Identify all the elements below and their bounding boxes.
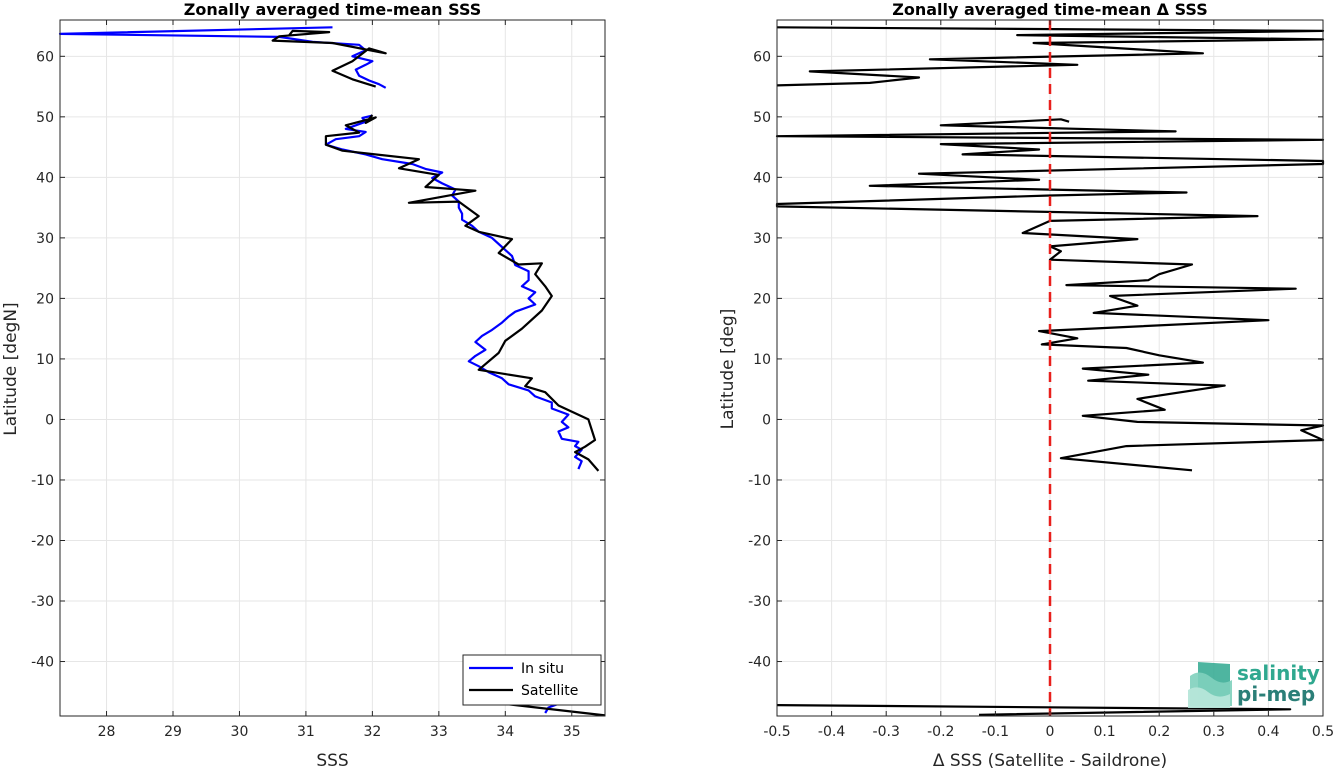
right-chart-title: Zonally averaged time-mean Δ SSS bbox=[892, 0, 1208, 19]
right-y-tick-label: -10 bbox=[748, 473, 771, 489]
left-x-tick-label: 28 bbox=[98, 724, 116, 740]
left-y-tick-label: 60 bbox=[36, 49, 54, 65]
right-tick-labels: -0.5 -0.4 -0.3 -0.2 -0.1 0 0.1 0.2 0.3 0.4 0.5 60 50… bbox=[748, 20, 1334, 740]
left-x-tick-label: 31 bbox=[297, 724, 315, 740]
right-y-tick-label: -30 bbox=[748, 594, 771, 610]
left-x-tick-label: 33 bbox=[430, 724, 448, 740]
legend-label-satellite: Satellite bbox=[521, 683, 578, 699]
logo-text-line2: pi-mep bbox=[1237, 682, 1315, 706]
right-y-tick-label: 20 bbox=[753, 291, 771, 307]
salinity-pi-mep-logo: salinity pi-mep bbox=[1188, 661, 1320, 708]
legend: In situ Satellite bbox=[462, 654, 602, 706]
right-y-tick-label: 0 bbox=[762, 412, 771, 428]
right-x-tick-label: 0.3 bbox=[1203, 724, 1225, 740]
left-x-axis-label: SSS bbox=[316, 751, 348, 769]
left-x-tick-label: 30 bbox=[231, 724, 249, 740]
left-x-tick-label: 32 bbox=[363, 724, 381, 740]
right-panel: -0.5 -0.4 -0.3 -0.2 -0.1 0 0.1 0.2 0.3 0.4 0.5 60 50… bbox=[718, 0, 1334, 769]
left-y-tick-label: -20 bbox=[31, 533, 54, 549]
right-y-tick-label: 30 bbox=[753, 231, 771, 247]
legend-box bbox=[462, 654, 602, 706]
left-x-tick-label: 29 bbox=[164, 724, 182, 740]
right-plot-area bbox=[775, 26, 1325, 716]
left-tick-labels: 28 29 30 31 32 33 34 35 60 50 40 30 20 10 0 -10 -20 -30 -4… bbox=[31, 20, 605, 740]
right-y-axis-label: Latitude [deg] bbox=[718, 309, 738, 430]
right-x-axis-label: Δ SSS (Satellite - Saildrone) bbox=[933, 751, 1167, 769]
left-series-satellite bbox=[271, 29, 606, 717]
right-x-tick-label: 0.4 bbox=[1257, 724, 1279, 740]
right-y-tick-label: 50 bbox=[753, 110, 771, 126]
left-x-tick-label: 34 bbox=[496, 724, 514, 740]
left-y-tick-label: -30 bbox=[31, 594, 54, 610]
right-x-tick-label: 0.2 bbox=[1148, 724, 1170, 740]
left-x-tick-label: 35 bbox=[563, 724, 581, 740]
legend-label-in-situ: In situ bbox=[521, 661, 564, 677]
wave-logo-icon bbox=[1188, 662, 1232, 708]
right-y-tick-label: 60 bbox=[753, 49, 771, 65]
right-x-tick-label: 0.1 bbox=[1093, 724, 1115, 740]
right-y-tick-label: -20 bbox=[748, 533, 771, 549]
right-x-tick-label: 0 bbox=[1046, 724, 1055, 740]
right-x-tick-label: -0.1 bbox=[982, 724, 1009, 740]
left-y-tick-label: 30 bbox=[36, 231, 54, 247]
right-x-tick-label: -0.2 bbox=[927, 724, 954, 740]
left-y-tick-label: 50 bbox=[36, 110, 54, 126]
right-series-delta-sss bbox=[775, 26, 1325, 716]
right-y-tick-label: -40 bbox=[748, 655, 771, 671]
left-panel: 28 29 30 31 32 33 34 35 60 50 40 30 20 10 0 -10 -20 -30 -4… bbox=[1, 0, 606, 769]
right-x-tick-label: -0.4 bbox=[818, 724, 845, 740]
left-grid bbox=[60, 20, 605, 716]
left-y-tick-label: -40 bbox=[31, 655, 54, 671]
right-y-tick-label: 10 bbox=[753, 352, 771, 368]
left-y-axis-label: Latitude [degN] bbox=[1, 302, 21, 435]
logo-text-line1: salinity bbox=[1237, 661, 1320, 685]
left-chart-title: Zonally averaged time-mean SSS bbox=[184, 0, 482, 19]
left-y-tick-label: 20 bbox=[36, 291, 54, 307]
right-x-tick-label: 0.5 bbox=[1312, 724, 1334, 740]
left-y-tick-label: -10 bbox=[31, 473, 54, 489]
left-y-tick-label: 10 bbox=[36, 352, 54, 368]
right-x-tick-label: -0.3 bbox=[873, 724, 900, 740]
right-y-tick-label: 40 bbox=[753, 170, 771, 186]
left-y-tick-label: 0 bbox=[45, 412, 54, 428]
left-y-tick-label: 40 bbox=[36, 170, 54, 186]
right-x-tick-label: -0.5 bbox=[763, 724, 790, 740]
